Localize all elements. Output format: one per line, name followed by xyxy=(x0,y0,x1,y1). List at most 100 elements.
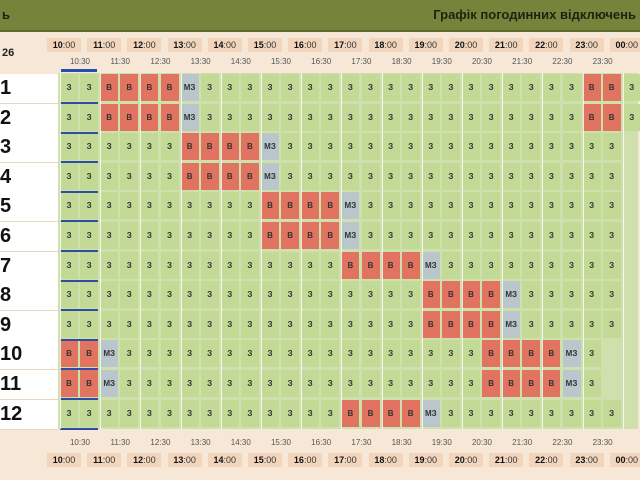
hour-label-min: :00 xyxy=(344,40,357,50)
hour-label: 11:00 xyxy=(87,38,122,52)
hour-label-min: :00 xyxy=(625,40,639,50)
schedule-cell: З xyxy=(562,103,581,131)
schedule-cell: З xyxy=(261,310,279,338)
schedule-cell: З xyxy=(502,399,521,427)
schedule-cell: МЗ xyxy=(261,133,279,161)
hour-label-min: :00 xyxy=(102,455,116,465)
schedule-cell: З xyxy=(220,103,239,131)
schedule-cell: В xyxy=(582,74,601,101)
schedule-cell: З xyxy=(120,192,139,220)
schedule-cell: З xyxy=(180,251,199,279)
schedule-cell: З xyxy=(180,370,199,397)
page-title: Графік погодинних відключень xyxy=(433,7,636,22)
group-label: 4 xyxy=(0,162,58,193)
schedule-cell: В xyxy=(180,133,199,161)
group-label: 7 xyxy=(0,251,58,282)
schedule-cell: З xyxy=(120,370,139,397)
schedule-cell: З xyxy=(361,192,380,220)
row-progress-bar xyxy=(60,398,98,400)
hour-label-hour: 23 xyxy=(575,455,586,465)
schedule-cell: З xyxy=(140,370,159,397)
schedule-cell: З xyxy=(441,340,460,368)
schedule-cell: З xyxy=(160,399,179,427)
schedule-cell: З xyxy=(421,74,440,101)
schedule-cell: З xyxy=(60,399,78,427)
schedule-cell: З xyxy=(200,222,219,249)
hour-label-min: :00 xyxy=(303,40,317,50)
hour-label-hour: 20 xyxy=(454,40,465,50)
schedule-cell: З xyxy=(361,340,380,368)
schedule-cell: З xyxy=(341,340,360,368)
schedule-cell: З xyxy=(381,133,400,161)
group-label: 9 xyxy=(0,310,58,341)
hour-label-hour: 22 xyxy=(535,455,546,465)
schedule-cell: З xyxy=(341,310,360,338)
schedule-cell: З xyxy=(120,310,139,338)
half-hour-label: 13:30 xyxy=(190,57,211,66)
row-progress-bar xyxy=(60,190,98,193)
hour-label-min: :00 xyxy=(62,455,76,465)
schedule-cell: З xyxy=(462,103,480,131)
group-label: 11 xyxy=(0,370,58,400)
schedule-cell: В xyxy=(100,103,119,131)
group-label: 1 xyxy=(0,74,58,104)
schedule-cell: З xyxy=(361,162,380,190)
hour-label: 00:00 xyxy=(609,453,640,467)
schedule-cell: В xyxy=(100,74,119,101)
schedule-cell: З xyxy=(321,74,340,101)
schedule-cell: З xyxy=(100,222,119,249)
schedule-cell: З xyxy=(220,340,239,368)
hour-label-hour: 12 xyxy=(133,455,144,465)
hour-label-hour: 14 xyxy=(213,455,224,465)
schedule-cell: З xyxy=(180,399,199,427)
current-time-marker xyxy=(61,69,97,72)
schedule-cell: З xyxy=(582,399,601,427)
half-hour-label: 22:30 xyxy=(552,438,573,447)
schedule-cell: З xyxy=(220,251,239,279)
row-progress-bar xyxy=(60,338,98,341)
row-progress-bar xyxy=(60,102,98,104)
schedule-cell: З xyxy=(542,281,561,309)
schedule-cell: З xyxy=(301,340,320,368)
hour-label: 23:00 xyxy=(569,453,604,467)
schedule-cell: З xyxy=(441,133,460,161)
schedule-cell: З xyxy=(421,103,440,131)
hour-label-min: :00 xyxy=(545,40,558,50)
hour-label-hour: 11 xyxy=(93,40,103,50)
schedule-cell: З xyxy=(522,133,541,161)
schedule-cell: З xyxy=(60,222,78,249)
schedule-cell: З xyxy=(462,251,480,279)
schedule-cell: З xyxy=(240,74,259,101)
schedule-cell: З xyxy=(140,281,159,309)
schedule-cell: З xyxy=(582,370,601,397)
schedule-cell: З xyxy=(341,133,360,161)
schedule-cell: З xyxy=(60,103,78,131)
schedule-cell: В xyxy=(542,370,561,397)
hour-label-min: :00 xyxy=(183,40,196,50)
schedule-cell: З xyxy=(220,74,239,101)
schedule-cell: З xyxy=(120,162,139,190)
schedule-cell: В xyxy=(421,281,440,309)
schedule-cell: З xyxy=(220,310,239,338)
schedule-cell: З xyxy=(200,370,219,397)
half-hour-label: 20:30 xyxy=(471,57,493,66)
schedule-cell: МЗ xyxy=(341,222,360,249)
schedule-cell: МЗ xyxy=(502,281,521,309)
hour-label-min: :00 xyxy=(223,40,237,50)
schedule-cell: МЗ xyxy=(421,251,440,279)
schedule-cell: З xyxy=(240,310,259,338)
schedule-cell: З xyxy=(462,133,480,161)
schedule-cell: В xyxy=(381,399,400,427)
half-hour-label: 16:30 xyxy=(311,438,332,447)
schedule-cell: З xyxy=(240,103,259,131)
schedule-cell: В xyxy=(482,340,501,368)
schedule-cell: З xyxy=(321,162,340,190)
schedule-cell: З xyxy=(361,222,380,249)
schedule-cell: З xyxy=(381,222,400,249)
schedule-cell: З xyxy=(261,251,279,279)
row-progress-bar xyxy=(60,250,98,252)
schedule-cell: З xyxy=(60,74,78,101)
schedule-cell: З xyxy=(502,192,521,220)
hour-label-min: :00 xyxy=(504,40,518,50)
schedule-cell: В xyxy=(160,103,179,131)
